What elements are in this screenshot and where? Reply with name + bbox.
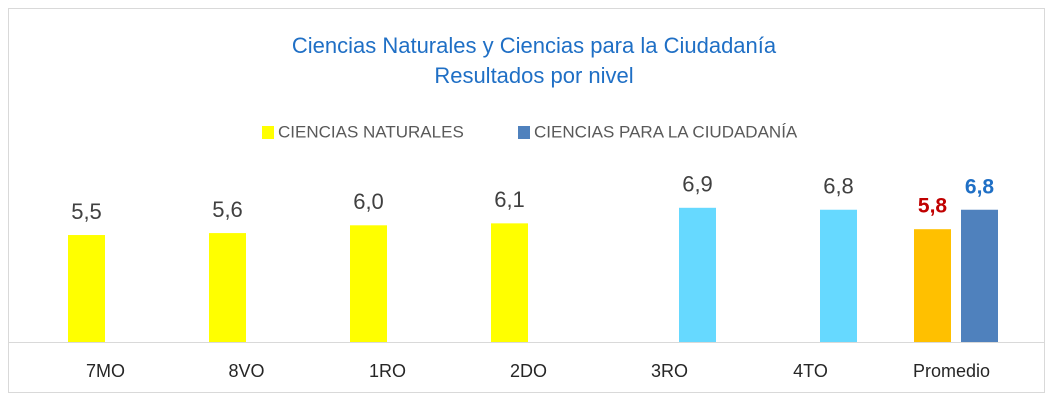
x-tick-label: 1RO [369, 361, 406, 381]
data-label: 5,8 [918, 195, 948, 218]
chart-title: Ciencias Naturales y Ciencias para la Ci… [292, 33, 777, 58]
data-label: 6,1 [494, 187, 525, 212]
bar [68, 235, 105, 342]
data-label: 6,0 [353, 189, 384, 214]
legend-swatch [518, 126, 530, 139]
x-tick-label: 3RO [651, 361, 688, 381]
bar [914, 229, 951, 342]
chart-title: Resultados por nivel [434, 63, 633, 88]
bar [820, 209, 857, 342]
data-label: 6,8 [823, 174, 854, 199]
x-tick-label: 2DO [510, 361, 547, 381]
legend-swatch [262, 126, 274, 139]
data-label: 5,5 [71, 199, 102, 224]
x-tick-label: 4TO [793, 361, 828, 381]
bar [209, 233, 246, 342]
bar [961, 209, 998, 342]
x-tick-label: 7MO [86, 361, 125, 381]
legend-label: CIENCIAS PARA LA CIUDADANÍA [534, 122, 798, 141]
data-label: 6,8 [965, 175, 995, 198]
legend-label: CIENCIAS NATURALES [278, 122, 464, 141]
bar [491, 223, 528, 342]
x-tick-label: 8VO [228, 361, 264, 381]
x-tick-label: Promedio [913, 361, 990, 381]
data-label: 6,9 [682, 172, 713, 197]
bar [679, 207, 716, 342]
bar [350, 225, 387, 342]
data-label: 5,6 [212, 197, 243, 222]
